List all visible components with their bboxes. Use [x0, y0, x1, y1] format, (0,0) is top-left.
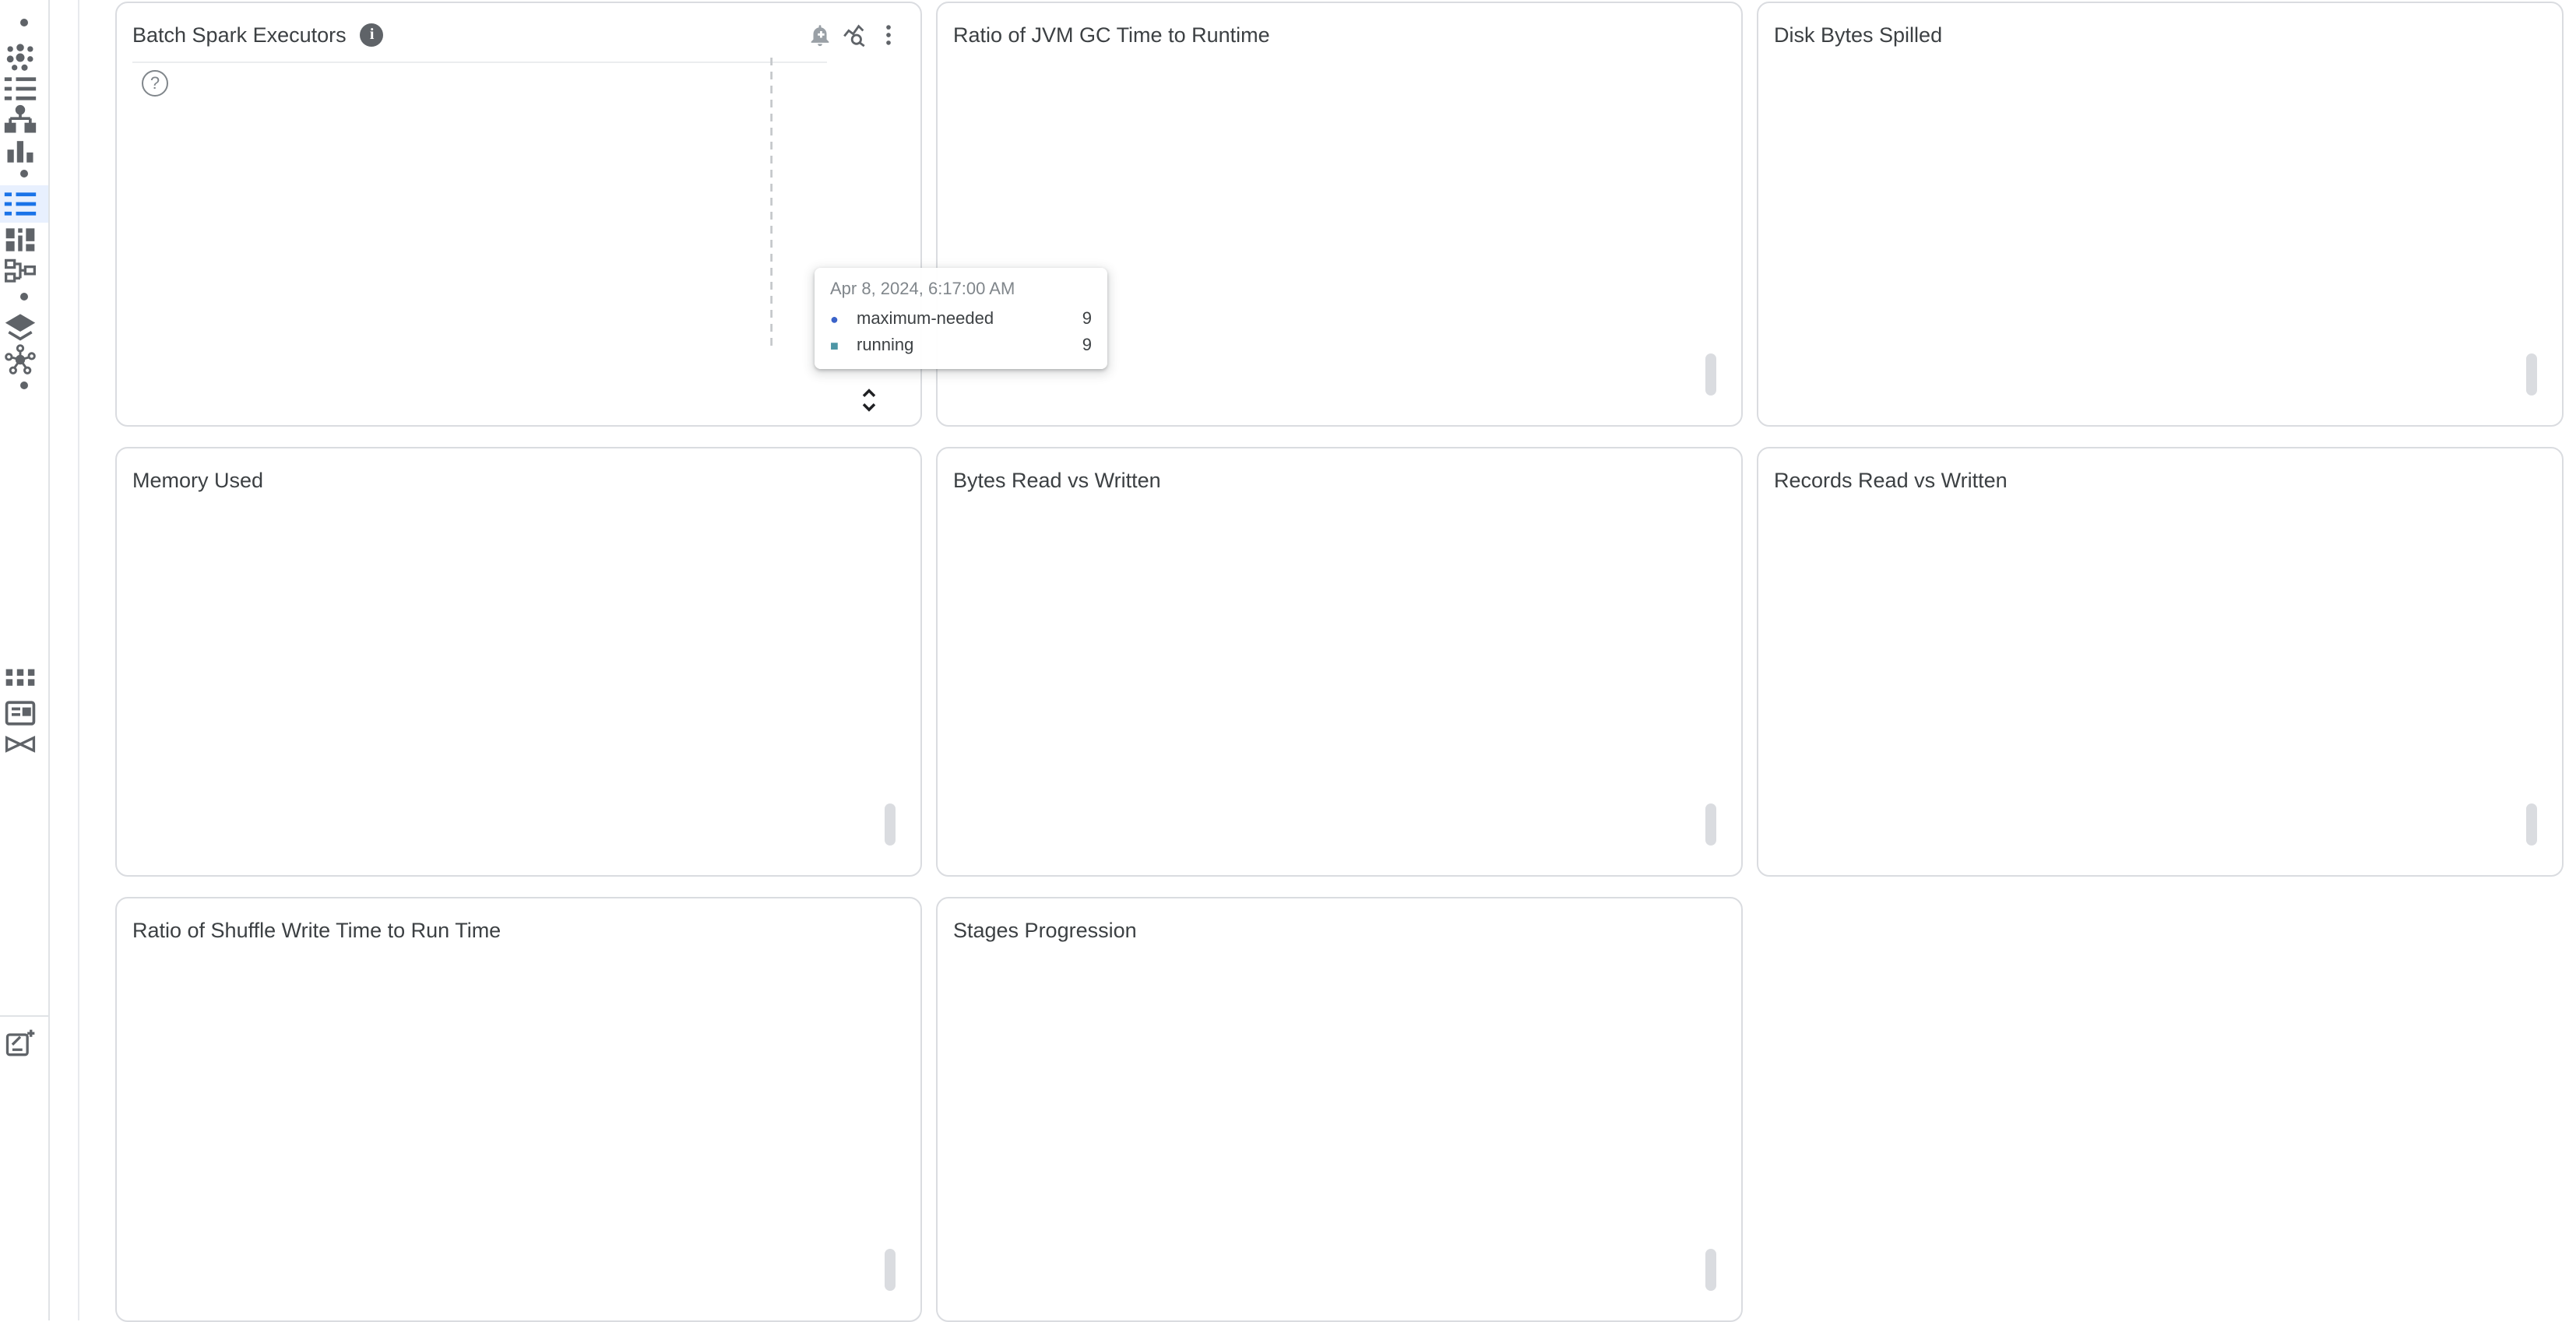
x-axis	[132, 768, 827, 793]
help-icon[interactable]: ?	[142, 70, 168, 97]
tooltip-timestamp: Apr 8, 2024, 6:17:00 AM	[830, 280, 1015, 299]
legend-scrollbar[interactable]	[1705, 353, 1716, 396]
tooltip-series-label: maximum-needed	[857, 310, 994, 329]
bar-chart-icon[interactable]	[3, 134, 37, 168]
y-axis	[827, 950, 905, 1213]
compose-icon[interactable]	[3, 1026, 37, 1060]
y-axis	[1648, 500, 1726, 768]
tooltip-series-label: running	[857, 336, 914, 355]
chart-title: Disk Bytes Spilled	[1774, 23, 1943, 46]
cluster-icon[interactable]	[3, 40, 37, 75]
chart-title: Ratio of Shuffle Write Time to Run Time	[132, 918, 501, 941]
list-active-icon[interactable]	[3, 187, 37, 221]
y-axis	[1648, 54, 1726, 318]
hub-icon[interactable]	[3, 343, 37, 377]
dashboard-grid: Batch Spark Executors i ?	[115, 2, 2564, 1322]
y-axis	[1648, 950, 1726, 1213]
y-axis	[827, 500, 905, 768]
chart-plot[interactable]	[132, 500, 827, 768]
nav-dot	[20, 170, 28, 178]
chart-tooltip: Apr 8, 2024, 6:17:00 AM ● maximum-needed…	[815, 268, 1107, 369]
series-marker-square-icon: ■	[830, 338, 839, 353]
tooltip-series-value: 9	[1082, 336, 1092, 355]
chart-title: Stages Progression	[953, 918, 1137, 941]
y-axis	[2469, 500, 2546, 768]
list-icon[interactable]	[3, 72, 37, 106]
chart-title: Batch Spark Executors	[132, 23, 347, 46]
series-marker-circle-icon: ●	[830, 311, 839, 327]
legend-scrollbar[interactable]	[1705, 803, 1716, 846]
nav-dot	[20, 293, 28, 301]
workflow-icon[interactable]	[3, 255, 37, 290]
chart-card-records-read-written: Records Read vs Written	[1757, 447, 2564, 877]
more-vert-icon[interactable]	[871, 17, 905, 51]
chart-card-shuffle-write-ratio: Ratio of Shuffle Write Time to Run Time	[115, 897, 922, 1322]
legend-scrollbar[interactable]	[885, 1249, 896, 1291]
x-axis	[1774, 768, 2469, 793]
bowtie-icon[interactable]	[3, 726, 37, 760]
panel-divider	[78, 0, 79, 1320]
legend-scrollbar[interactable]	[1705, 1249, 1716, 1291]
x-axis	[953, 1213, 1648, 1238]
legend-scrollbar[interactable]	[885, 803, 896, 846]
chart-title: Bytes Read vs Written	[953, 468, 1161, 491]
chart-plot[interactable]	[953, 950, 1648, 1213]
chart-canvas	[132, 58, 827, 349]
explore-icon[interactable]	[836, 17, 871, 51]
left-nav-rail	[0, 0, 50, 1320]
layers-icon[interactable]	[3, 311, 37, 346]
x-axis	[132, 352, 827, 377]
chart-card-stages-progression: Stages Progression	[936, 897, 1743, 1322]
chart-plot[interactable]	[132, 950, 827, 1213]
chart-title: Ratio of JVM GC Time to Runtime	[953, 23, 1270, 46]
chart-plot[interactable]	[1774, 54, 2469, 318]
apps-grid-icon[interactable]	[3, 665, 37, 699]
x-axis	[132, 1213, 827, 1238]
chart-title: Memory Used	[132, 468, 264, 491]
chart-title: Records Read vs Written	[1774, 468, 2008, 491]
chart-card-disk-bytes-spilled: Disk Bytes Spilled	[1757, 2, 2564, 427]
legend-scrollbar[interactable]	[2526, 803, 2537, 846]
add-alert-icon[interactable]	[802, 17, 836, 51]
nav-dot	[20, 381, 28, 389]
chart-plot[interactable]	[953, 500, 1648, 768]
info-icon[interactable]: i	[360, 23, 384, 46]
nav-divider	[0, 1015, 48, 1017]
nav-dot	[20, 19, 28, 26]
chart-card-bytes-read-written: Bytes Read vs Written	[936, 447, 1743, 877]
dashboard-icon[interactable]	[3, 223, 37, 257]
x-axis	[953, 768, 1648, 793]
sort-icon[interactable]	[858, 385, 886, 419]
chart-card-batch-spark-executors: Batch Spark Executors i ?	[115, 2, 922, 427]
tooltip-row: ■ running 9	[830, 336, 1092, 355]
y-axis	[2469, 54, 2546, 318]
x-axis	[1774, 318, 2469, 343]
legend-scrollbar[interactable]	[2526, 353, 2537, 396]
chart-card-memory-used: Memory Used	[115, 447, 922, 877]
chart-plot[interactable]	[132, 54, 827, 352]
tooltip-series-value: 9	[1082, 310, 1092, 329]
tooltip-row: ● maximum-needed 9	[830, 310, 1092, 329]
tree-icon[interactable]	[3, 103, 37, 137]
news-icon[interactable]	[3, 696, 37, 730]
chart-plot[interactable]	[1774, 500, 2469, 768]
